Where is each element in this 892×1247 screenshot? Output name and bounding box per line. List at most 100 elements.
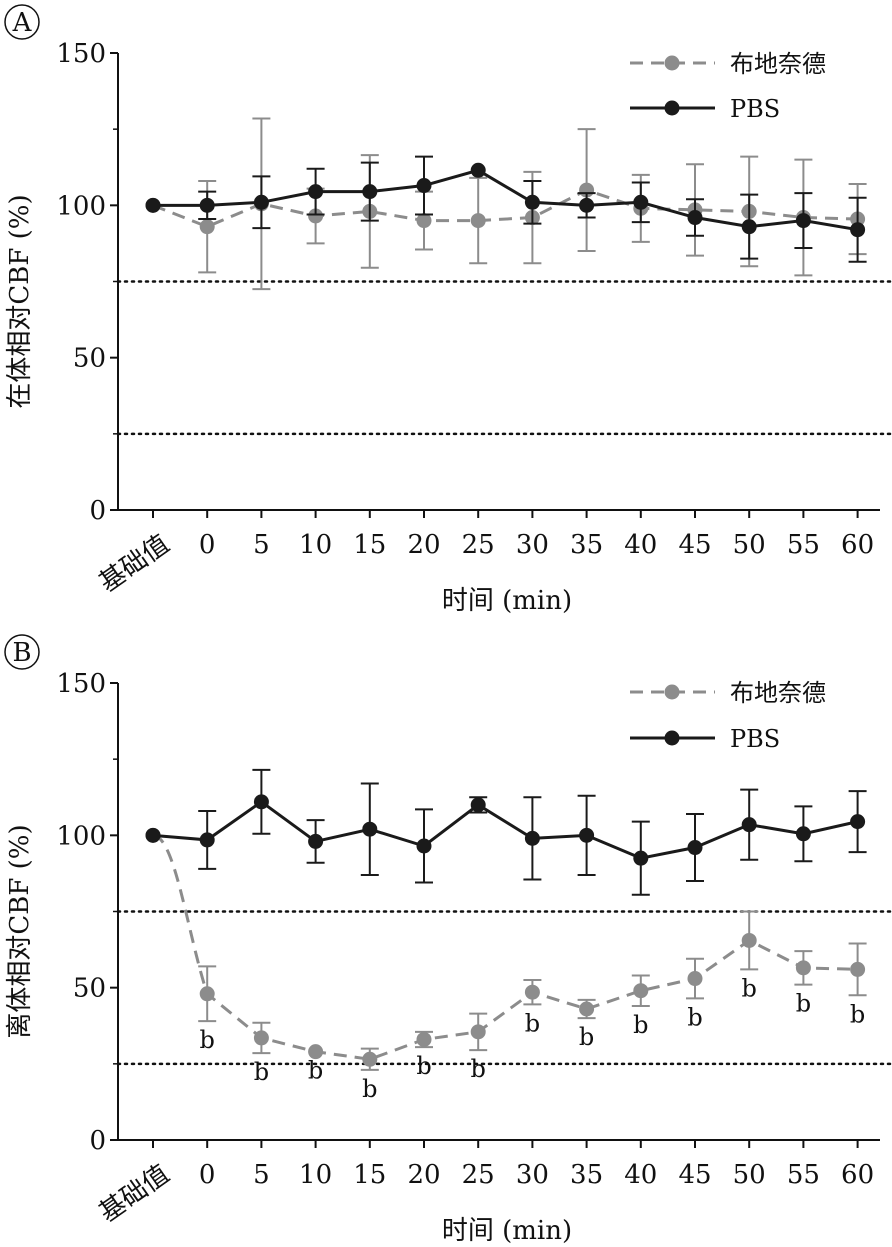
series-budesonide: b b b b b b b b b b b b b xyxy=(145,827,867,1103)
data-point xyxy=(524,194,540,210)
data-point xyxy=(524,984,540,1000)
data-point xyxy=(416,178,432,194)
data-point xyxy=(687,840,703,856)
legend-marker xyxy=(664,730,680,746)
legend-marker xyxy=(664,55,680,71)
data-point xyxy=(199,832,215,848)
x-tick-label: 40 xyxy=(624,1160,657,1190)
x-tick-label: 45 xyxy=(678,530,711,560)
y-tick-label: 0 xyxy=(89,1126,106,1156)
data-point xyxy=(199,197,215,213)
data-point xyxy=(362,821,378,837)
data-point xyxy=(145,197,161,213)
y-tick-label: 100 xyxy=(56,191,106,221)
y-tick-label: 50 xyxy=(73,344,106,374)
legend-label: 布地奈德 xyxy=(730,679,826,707)
x-tick-label: 20 xyxy=(407,530,440,560)
x-tick-label: 35 xyxy=(570,1160,603,1190)
data-point xyxy=(308,184,324,200)
data-point xyxy=(850,961,866,977)
series-line xyxy=(152,188,858,229)
x-tick-label: 30 xyxy=(516,1160,549,1190)
x-tick-label: 20 xyxy=(407,1160,440,1190)
panel-letter: B xyxy=(12,638,31,668)
significance-label: b xyxy=(416,1052,431,1080)
x-tick-label: 15 xyxy=(353,1160,386,1190)
data-point xyxy=(470,1024,486,1040)
series-pbs xyxy=(145,768,867,896)
data-point xyxy=(416,1031,432,1047)
data-point xyxy=(795,213,811,229)
x-tick-label: 0 xyxy=(199,530,216,560)
data-point xyxy=(470,213,486,229)
x-tick-label: 25 xyxy=(462,1160,495,1190)
data-point xyxy=(308,833,324,849)
data-point xyxy=(795,826,811,842)
significance-label: b xyxy=(742,974,757,1002)
data-point xyxy=(253,194,269,210)
y-tick-label: 50 xyxy=(73,974,106,1004)
legend-label: 布地奈德 xyxy=(730,50,826,78)
panel-letter: A xyxy=(12,8,33,38)
series-pbs xyxy=(145,155,867,263)
data-point xyxy=(741,219,757,235)
x-tick-label: 5 xyxy=(253,530,270,560)
data-point xyxy=(524,830,540,846)
significance-label: b xyxy=(579,1023,594,1051)
x-tick-label: 30 xyxy=(516,530,549,560)
y-tick-label: 100 xyxy=(56,821,106,851)
data-point xyxy=(579,1001,595,1017)
data-point xyxy=(308,208,324,224)
x-tick-label: 25 xyxy=(462,530,495,560)
significance-label: b xyxy=(200,1026,215,1054)
significance-label: b xyxy=(796,990,811,1018)
data-point xyxy=(579,197,595,213)
data-point xyxy=(741,817,757,833)
data-point xyxy=(850,814,866,830)
significance-label: b xyxy=(471,1055,486,1083)
data-point xyxy=(633,983,649,999)
y-axis-title: 离体相对CBF (%) xyxy=(5,824,35,1038)
data-point xyxy=(199,986,215,1002)
data-point xyxy=(795,960,811,976)
x-tick-label: 10 xyxy=(299,530,332,560)
x-tick-label: 60 xyxy=(841,1160,874,1190)
x-tick-label: 基础值 xyxy=(94,529,175,598)
x-tick-label: 基础值 xyxy=(94,1159,175,1228)
x-tick-label: 50 xyxy=(733,1160,766,1190)
significance-label: b xyxy=(308,1057,323,1085)
significance-label: b xyxy=(850,1000,865,1028)
panel-letter-circle xyxy=(4,634,40,670)
legend-label: PBS xyxy=(730,725,780,753)
legend-marker xyxy=(664,100,680,116)
x-tick-label: 55 xyxy=(787,530,820,560)
data-point xyxy=(470,162,486,178)
data-point xyxy=(416,213,432,229)
data-point xyxy=(579,827,595,843)
data-point xyxy=(687,971,703,987)
x-tick-label: 10 xyxy=(299,1160,332,1190)
data-point xyxy=(145,827,161,843)
legend-marker xyxy=(664,684,680,700)
data-point xyxy=(308,1044,324,1060)
data-point xyxy=(470,797,486,813)
panel-letter-circle xyxy=(4,4,40,40)
data-point xyxy=(416,838,432,854)
significance-label: b xyxy=(362,1075,377,1103)
data-point xyxy=(850,222,866,238)
y-tick-label: 150 xyxy=(56,39,106,69)
legend-label: PBS xyxy=(730,95,780,123)
data-point xyxy=(687,210,703,226)
data-point xyxy=(633,850,649,866)
x-tick-label: 0 xyxy=(199,1160,216,1190)
data-point xyxy=(199,219,215,235)
legend: 布地奈德 PBS xyxy=(630,50,826,123)
data-point xyxy=(362,184,378,200)
x-axis-title: 时间 (min) xyxy=(442,1216,572,1246)
data-point xyxy=(633,194,649,210)
y-axis-title: 在体相对CBF (%) xyxy=(5,194,35,408)
y-tick-label: 0 xyxy=(89,496,106,526)
data-point xyxy=(362,1051,378,1067)
